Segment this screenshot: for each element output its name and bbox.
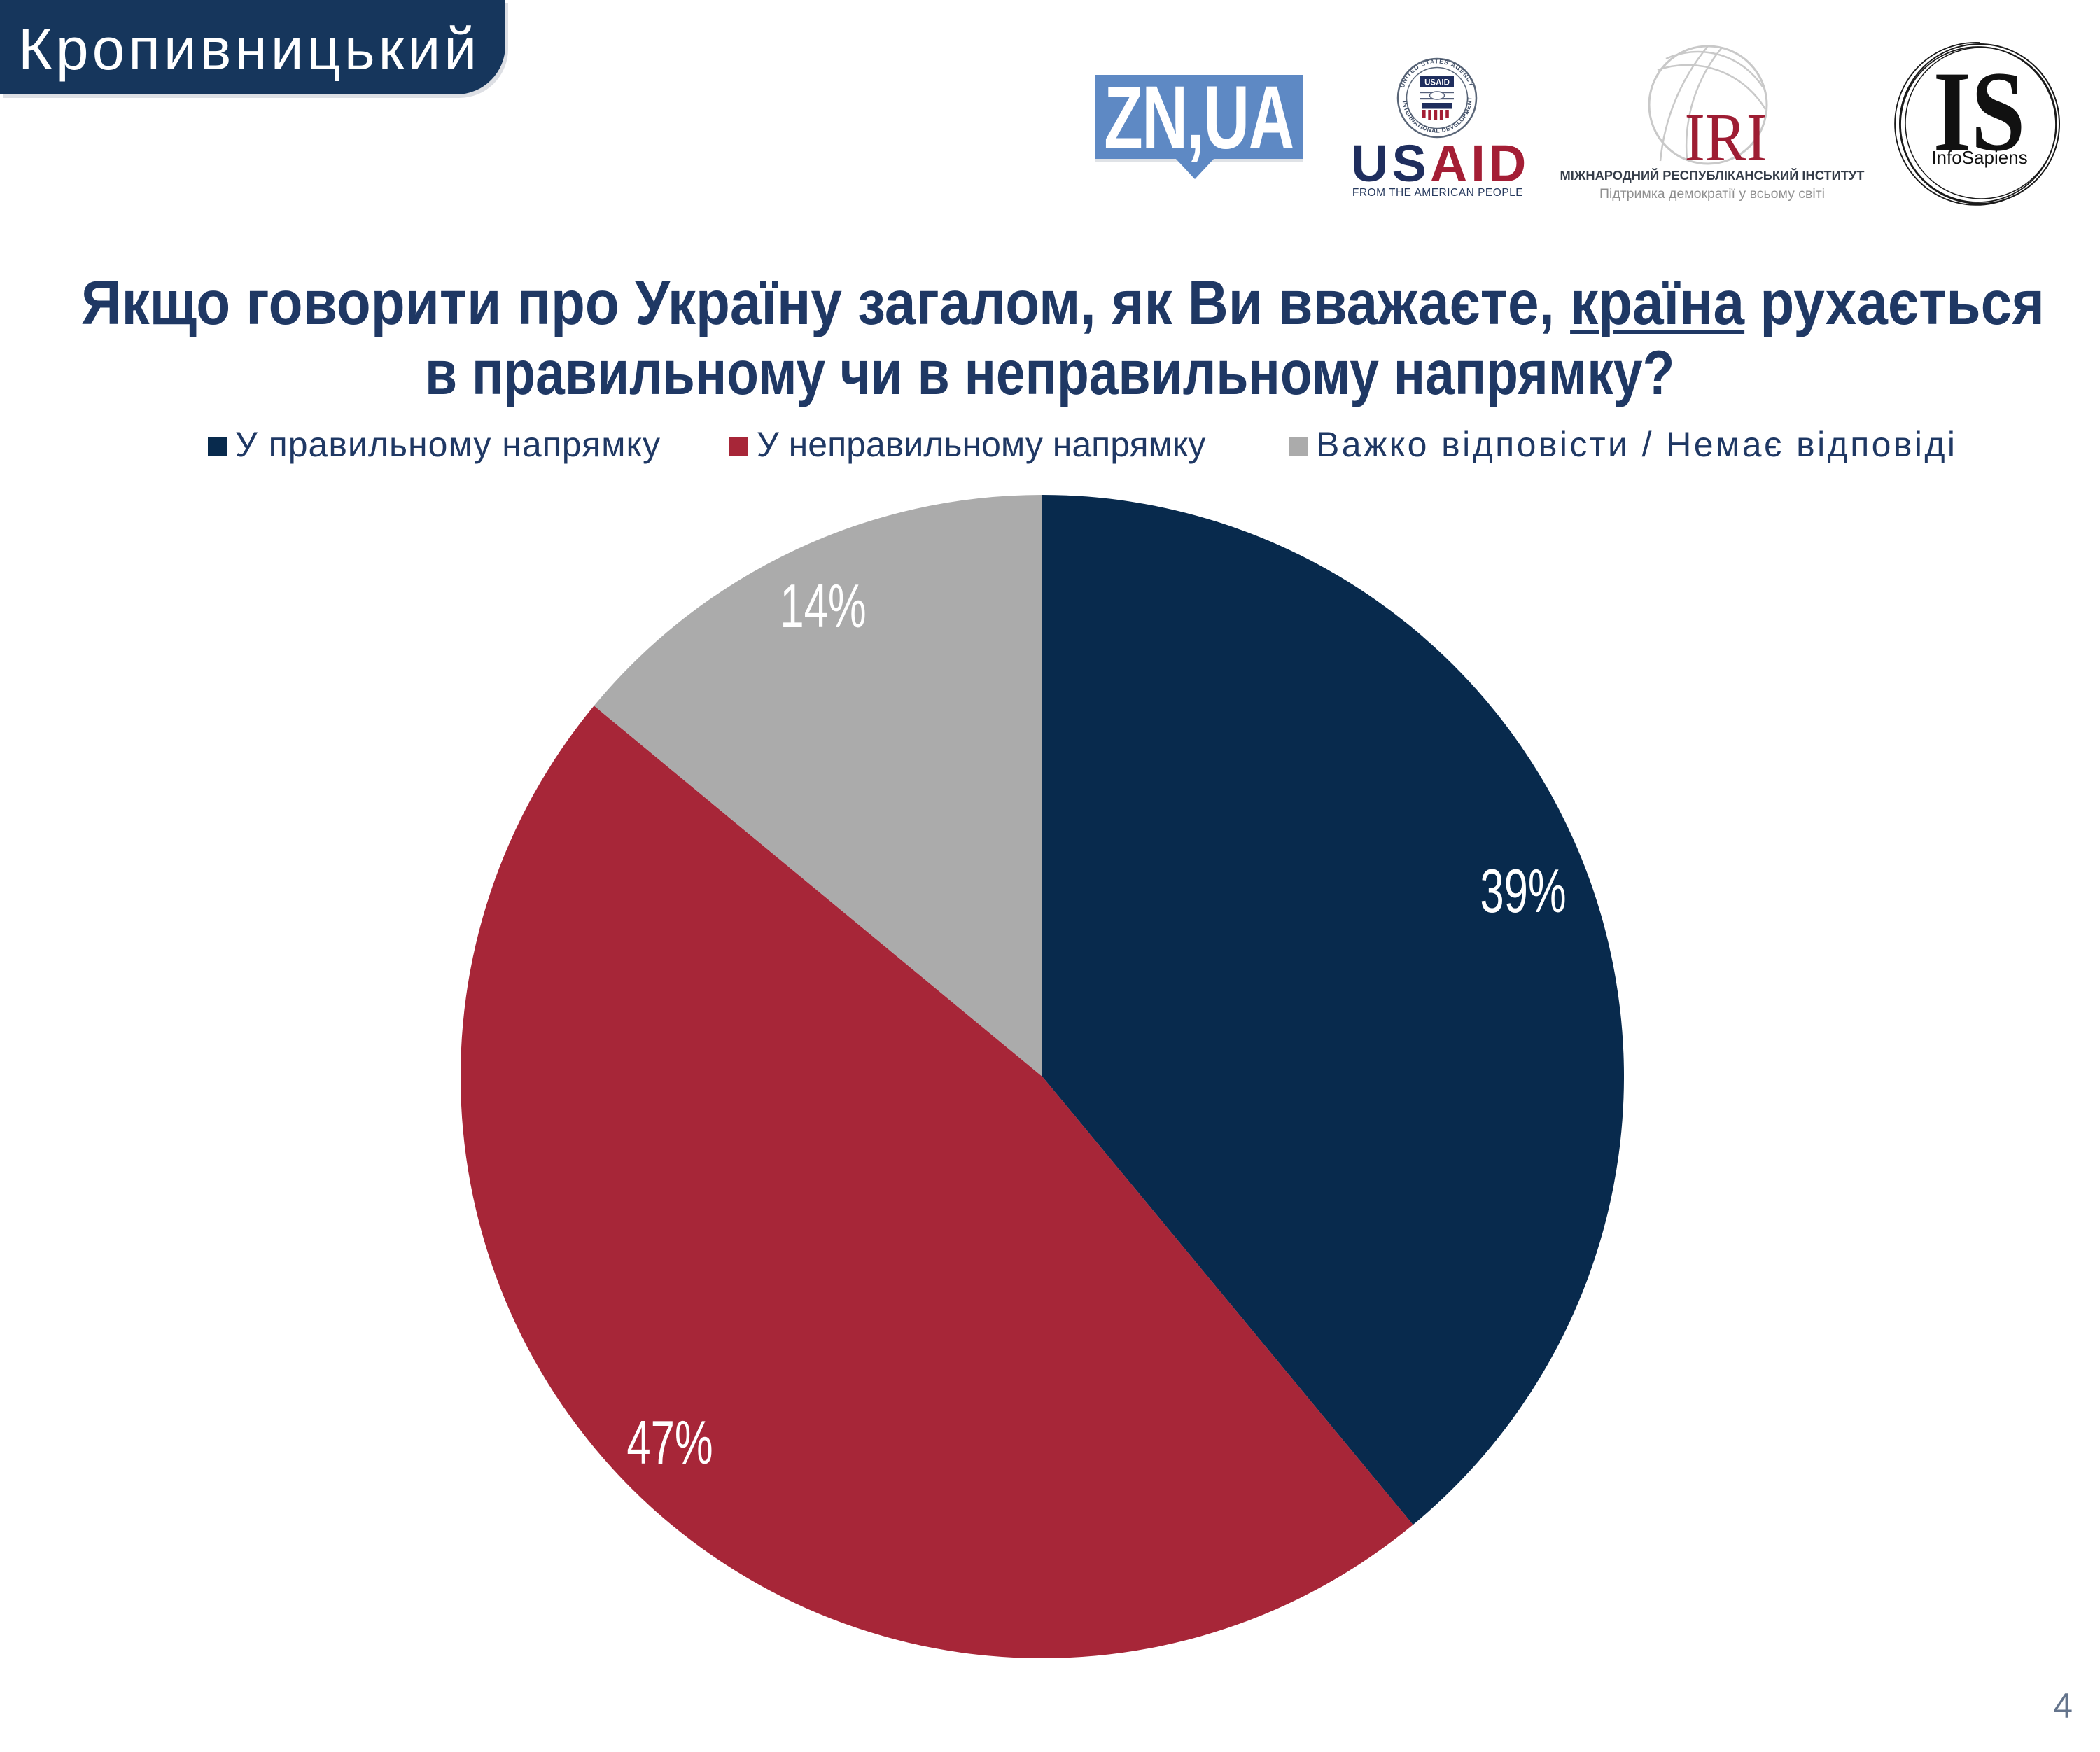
svg-text:47%: 47% — [626, 1408, 713, 1477]
svg-text:USAID: USAID — [1424, 79, 1450, 87]
svg-text:39%: 39% — [1480, 857, 1566, 925]
svg-text:14%: 14% — [780, 572, 866, 640]
